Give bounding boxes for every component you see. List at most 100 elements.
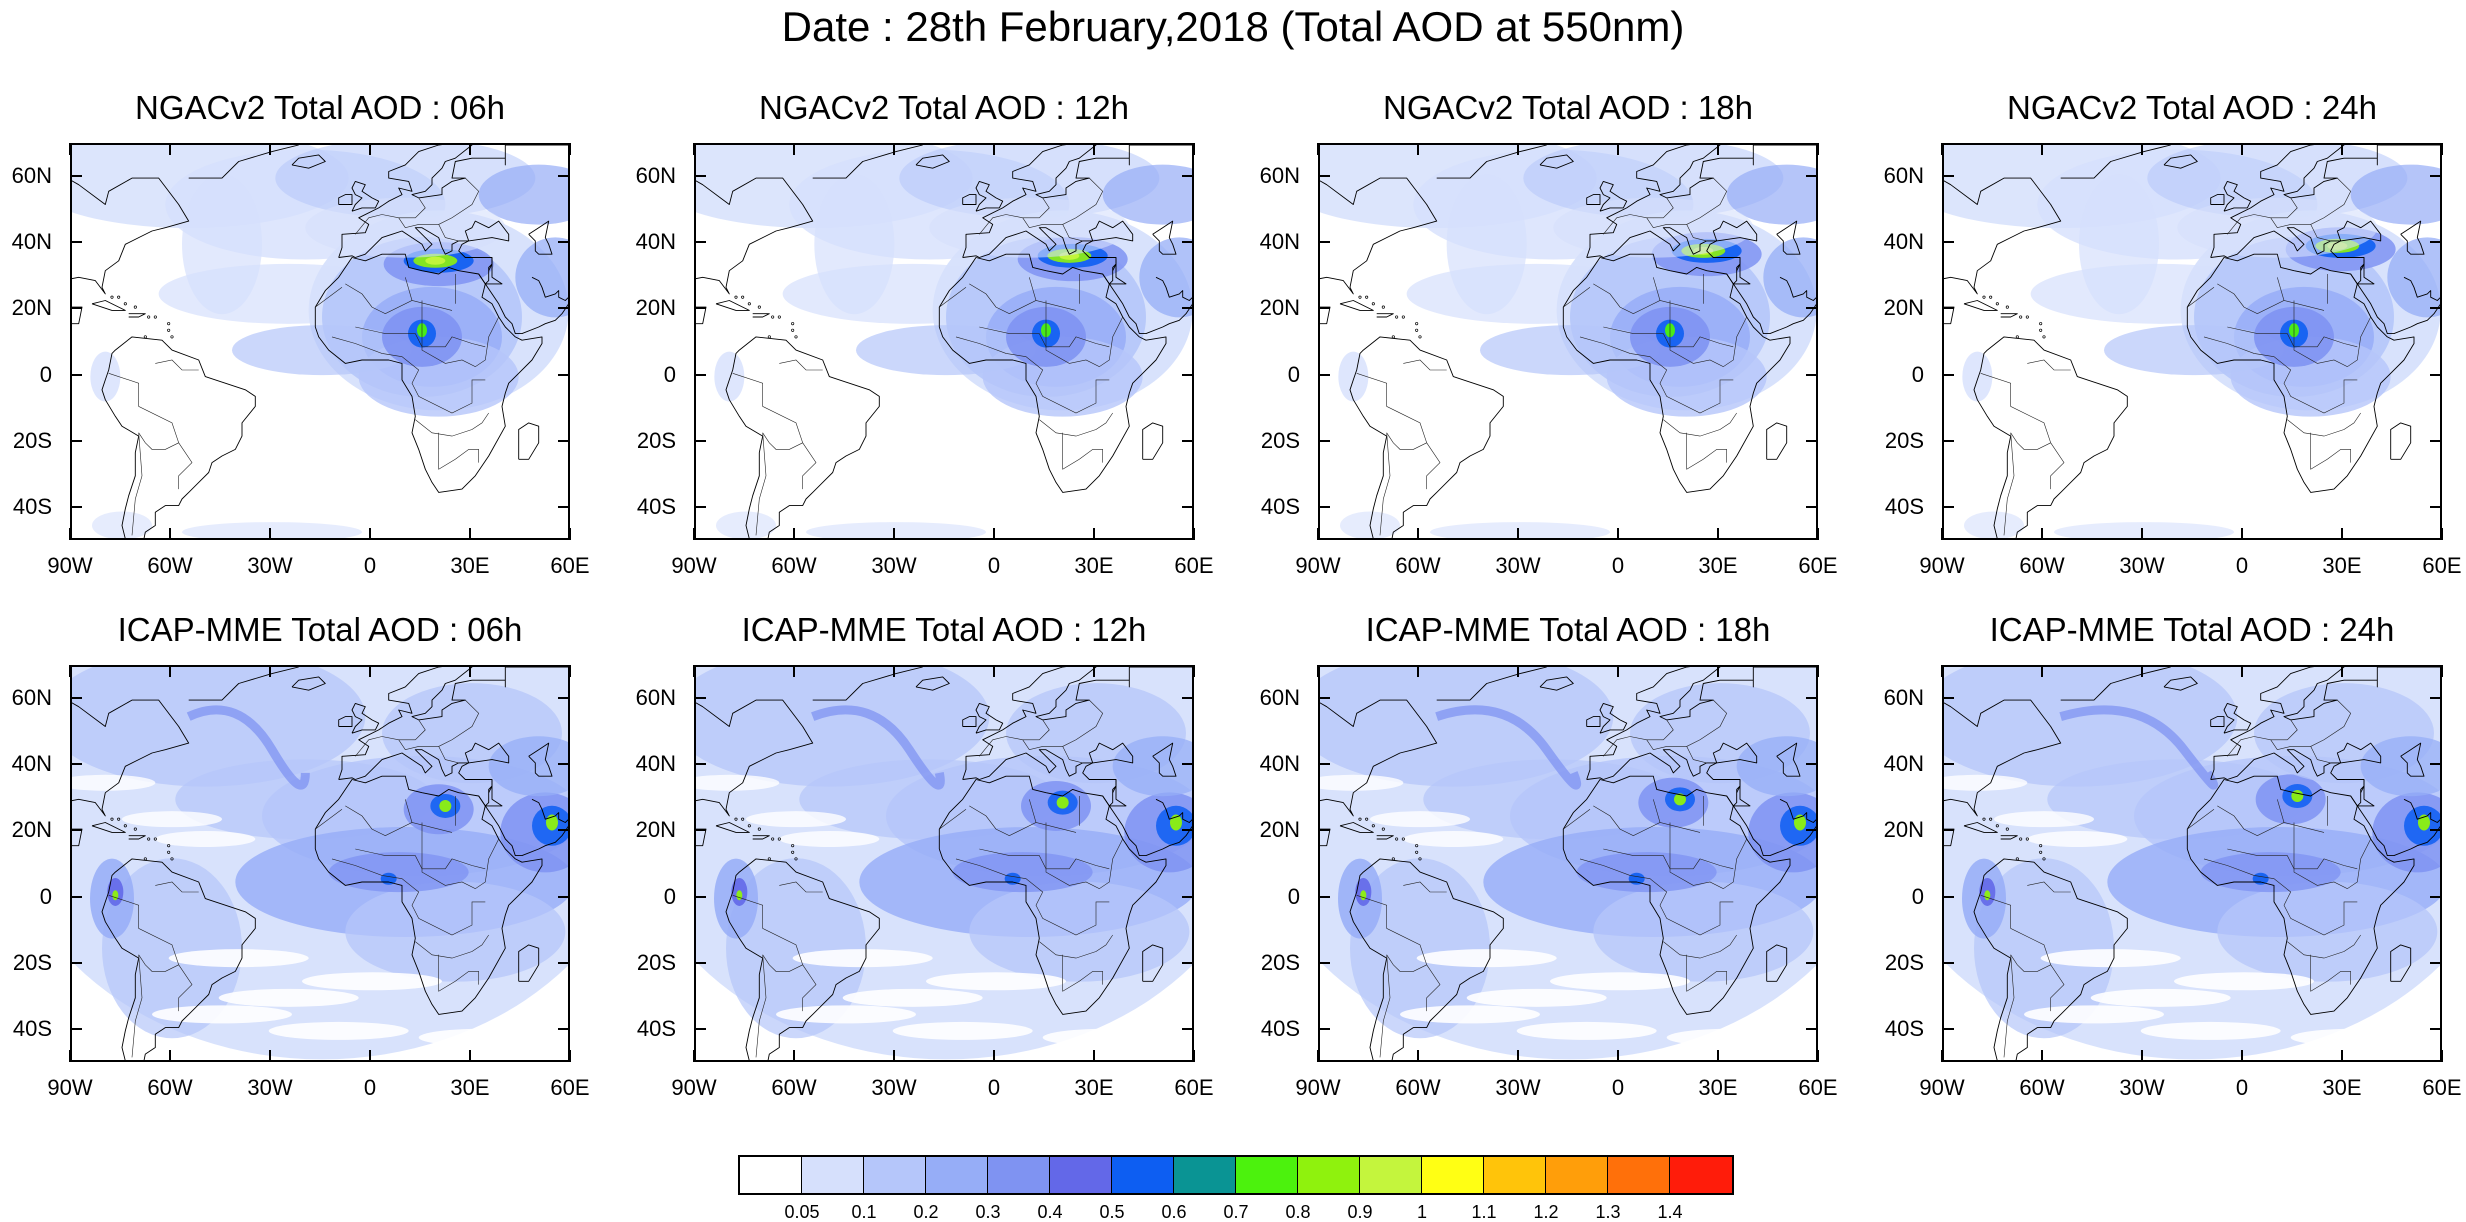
axis-tick	[1193, 665, 1195, 677]
axis-tick	[1093, 665, 1095, 677]
latitude-label: 0	[1911, 883, 1924, 909]
axis-tick	[1806, 961, 1818, 964]
aod-field-map	[72, 667, 568, 1060]
axis-tick	[2430, 307, 2442, 310]
aod-map-panel	[1318, 143, 1818, 540]
aod-field-map	[1320, 667, 1816, 1060]
aod-field-map	[1944, 145, 2440, 538]
panel-title: ICAP-MME Total AOD : 24h	[1989, 611, 2395, 648]
latitude-label: 40N	[11, 751, 52, 777]
latitude-label: 40N	[1883, 229, 1924, 255]
axis-tick	[369, 665, 371, 677]
axis-tick	[558, 505, 570, 508]
longitude-label: 0	[2235, 1075, 2249, 1100]
axis-tick	[70, 241, 82, 244]
colorbar-swatch	[1670, 1157, 1732, 1193]
axis-tick	[1317, 665, 1319, 677]
axis-tick	[69, 665, 71, 677]
axis-tick	[1806, 373, 1818, 376]
latitude-label: 40N	[1883, 751, 1924, 777]
axis-tick	[694, 829, 706, 832]
axis-tick	[2430, 763, 2442, 766]
longitude-label: 30E	[450, 1075, 490, 1100]
colorbar-label: 0.9	[1347, 1202, 1373, 1222]
axis-tick	[1817, 1050, 1819, 1062]
axis-tick	[2341, 528, 2343, 540]
axis-tick	[1517, 143, 1519, 155]
axis-tick	[169, 528, 171, 540]
axis-tick	[469, 1050, 471, 1062]
axis-tick	[269, 1050, 271, 1062]
longitude-label: 30W	[871, 553, 917, 578]
panel-title: NGACv2 Total AOD : 24h	[2007, 89, 2377, 126]
longitude-label: 90W	[1919, 553, 1965, 578]
colorbar-swatch	[1236, 1157, 1298, 1193]
longitude-label: 30W	[247, 553, 293, 578]
axis-tick	[269, 528, 271, 540]
latitude-label: 20N	[1883, 295, 1924, 321]
axis-tick	[70, 829, 82, 832]
colorbar-label: 1.2	[1533, 1202, 1559, 1222]
longitude-label: 30W	[2119, 553, 2165, 578]
axis-tick	[1806, 241, 1818, 244]
longitude-label: 60W	[1395, 553, 1441, 578]
latitude-label: 60N	[1259, 163, 1300, 189]
longitude-label: 30E	[1074, 1075, 1114, 1100]
axis-tick	[558, 1027, 570, 1030]
axis-tick	[2341, 665, 2343, 677]
axis-tick	[1942, 1027, 1954, 1030]
latitude-label: 20S	[636, 949, 676, 975]
colorbar-swatch	[1298, 1157, 1360, 1193]
axis-tick	[1806, 697, 1818, 700]
axis-tick	[2041, 1050, 2043, 1062]
axis-tick	[1817, 665, 1819, 677]
axis-tick	[1806, 829, 1818, 832]
axis-tick	[1942, 241, 1954, 244]
axis-tick	[793, 143, 795, 155]
axis-tick	[569, 528, 571, 540]
axis-tick	[70, 697, 82, 700]
aod-map-panel	[70, 143, 570, 540]
aod-field-map	[696, 667, 1192, 1060]
longitude-label: 30W	[247, 1075, 293, 1100]
latitude-label: 60N	[11, 685, 52, 711]
latitude-label: 40N	[635, 229, 676, 255]
axis-tick	[269, 665, 271, 677]
colorbar-swatch	[1112, 1157, 1174, 1193]
axis-tick	[1318, 175, 1330, 178]
longitude-label: 0	[1611, 1075, 1625, 1100]
axis-tick	[694, 505, 706, 508]
axis-tick	[1942, 505, 1954, 508]
axis-tick	[1182, 961, 1194, 964]
axis-tick	[558, 241, 570, 244]
axis-tick	[694, 697, 706, 700]
axis-tick	[2430, 895, 2442, 898]
axis-tick	[694, 439, 706, 442]
aod-field-map	[1320, 145, 1816, 538]
axis-tick	[2341, 1050, 2343, 1062]
axis-tick	[893, 143, 895, 155]
axis-tick	[2430, 697, 2442, 700]
axis-tick	[1617, 528, 1619, 540]
axis-tick	[1417, 143, 1419, 155]
axis-tick	[558, 175, 570, 178]
axis-tick	[2241, 143, 2243, 155]
axis-tick	[1318, 439, 1330, 442]
axis-tick	[694, 961, 706, 964]
latitude-label: 60N	[635, 685, 676, 711]
colorbar-label: 0.6	[1161, 1202, 1187, 1222]
longitude-label: 60E	[550, 1075, 590, 1100]
axis-tick	[694, 175, 706, 178]
longitude-label: 60W	[771, 553, 817, 578]
axis-tick	[1806, 505, 1818, 508]
axis-tick	[1417, 528, 1419, 540]
colorbar-swatch	[1174, 1157, 1236, 1193]
longitude-label: 30W	[2119, 1075, 2165, 1100]
axis-tick	[1317, 1050, 1319, 1062]
axis-tick	[893, 665, 895, 677]
axis-tick	[2241, 1050, 2243, 1062]
colorbar-label: 0.2	[913, 1202, 939, 1222]
latitude-label: 40S	[12, 1015, 52, 1041]
axis-tick	[1941, 1050, 1943, 1062]
panel-title: NGACv2 Total AOD : 18h	[1383, 89, 1753, 126]
